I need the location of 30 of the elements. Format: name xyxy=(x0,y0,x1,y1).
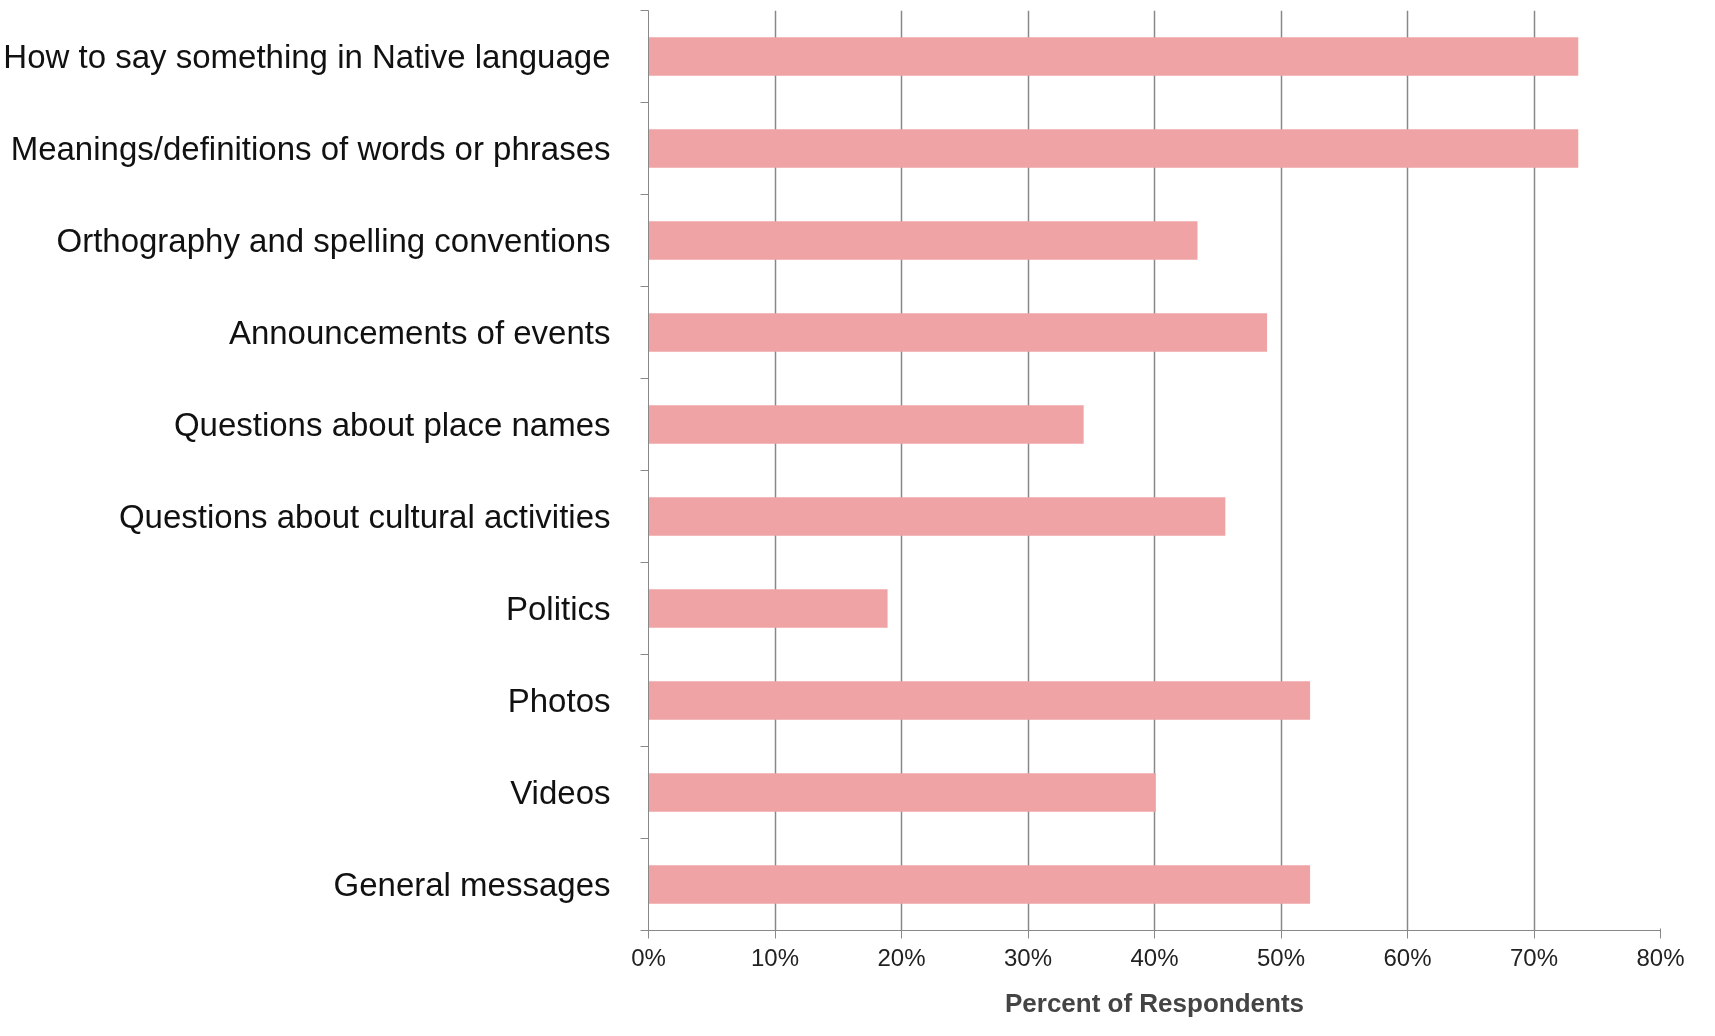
x-tick-label: 40% xyxy=(1130,943,1179,971)
x-tick-label: 70% xyxy=(1509,943,1559,971)
bar xyxy=(648,37,1579,76)
bar xyxy=(648,865,1311,904)
x-tick-label: 60% xyxy=(1383,943,1432,971)
x-tick-label: 0% xyxy=(631,943,666,971)
bar xyxy=(648,497,1226,536)
y-tick-label: How to say something in Native language xyxy=(3,38,611,75)
y-tick-label: Questions about place names xyxy=(173,406,611,443)
y-tick-label: Meanings/definitions of words or phrases xyxy=(10,130,611,167)
bar xyxy=(648,221,1198,260)
bar xyxy=(648,313,1268,352)
x-tick-label: 20% xyxy=(877,943,926,971)
bar xyxy=(648,589,888,628)
y-tick-label: Announcements of events xyxy=(228,314,611,351)
x-axis-title: Percent of Respondents xyxy=(1004,987,1305,1018)
y-tick-label: Videos xyxy=(510,774,611,811)
x-tick-label: 30% xyxy=(1003,943,1053,971)
bar xyxy=(648,681,1311,720)
x-tick-label: 10% xyxy=(750,943,800,971)
y-tick-label: Politics xyxy=(505,590,611,627)
bar xyxy=(648,405,1084,444)
y-tick-label: Photos xyxy=(507,682,611,719)
x-tick-label: 80% xyxy=(1636,943,1685,971)
bar xyxy=(648,773,1156,812)
bar xyxy=(648,129,1579,168)
y-tick-label: Orthography and spelling conventions xyxy=(56,222,611,259)
y-tick-label: General messages xyxy=(333,866,611,903)
x-tick-label: 50% xyxy=(1256,943,1306,971)
y-tick-label: Questions about cultural activities xyxy=(118,498,611,535)
